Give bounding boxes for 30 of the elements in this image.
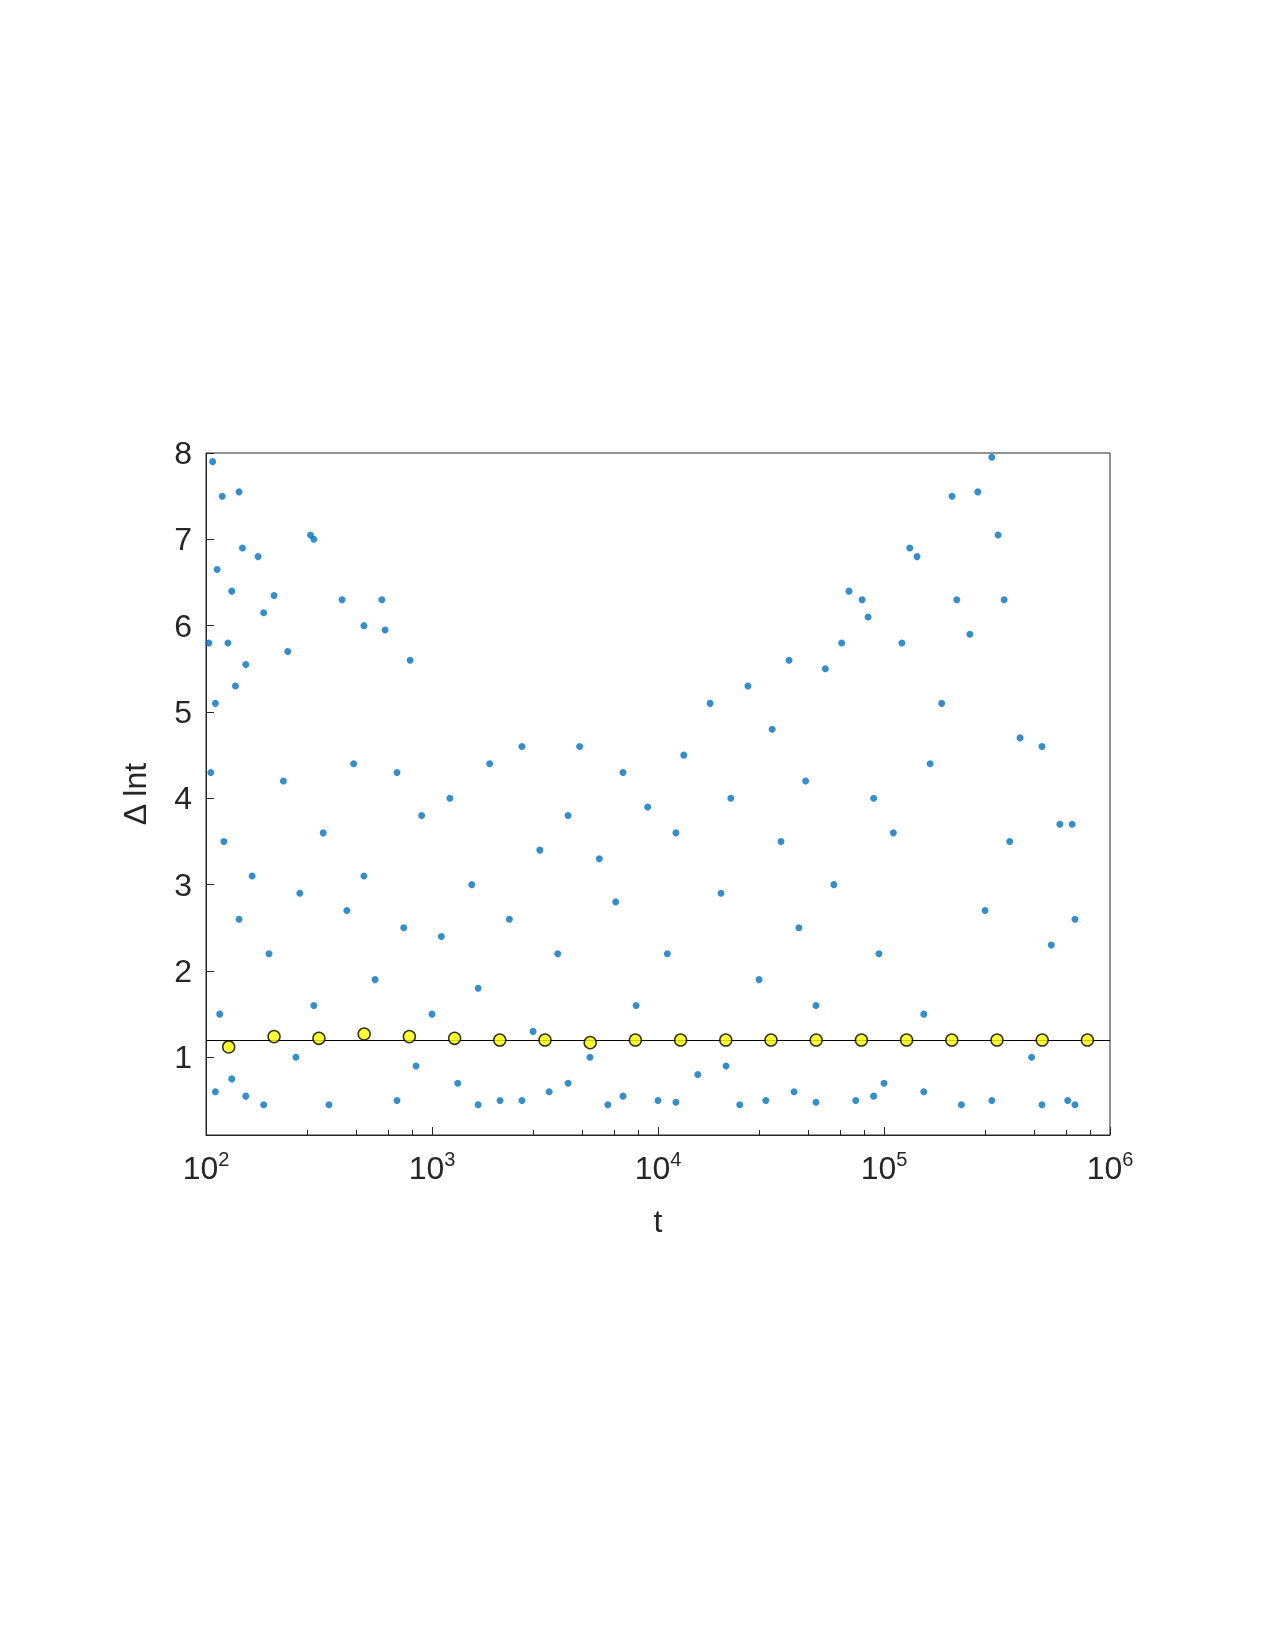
point bbox=[945, 1033, 959, 1047]
y-tick-label: 8 bbox=[174, 435, 192, 471]
point bbox=[583, 1035, 597, 1050]
point bbox=[402, 1029, 417, 1044]
x-axis-title: t bbox=[653, 1203, 663, 1239]
y-tick-label: 7 bbox=[174, 521, 192, 558]
y-tick-label: 3 bbox=[174, 866, 192, 903]
point bbox=[990, 1033, 1004, 1047]
point bbox=[809, 1033, 823, 1047]
point bbox=[312, 1031, 326, 1046]
point bbox=[628, 1033, 643, 1047]
point bbox=[493, 1033, 507, 1047]
point bbox=[1080, 1033, 1095, 1047]
y-tick-label: 5 bbox=[174, 693, 192, 730]
point bbox=[221, 1040, 236, 1054]
point bbox=[719, 1033, 733, 1047]
y-tick-label: 2 bbox=[174, 952, 192, 989]
y-axis-title: Δ lnt bbox=[117, 762, 153, 826]
y-tick-label: 1 bbox=[174, 1039, 192, 1076]
y-tick-label: 4 bbox=[174, 780, 192, 817]
point bbox=[447, 1031, 462, 1046]
point bbox=[1035, 1033, 1049, 1047]
point bbox=[764, 1033, 778, 1047]
point bbox=[854, 1033, 869, 1047]
point bbox=[673, 1033, 688, 1047]
point bbox=[538, 1033, 552, 1047]
point bbox=[267, 1029, 281, 1044]
point bbox=[357, 1027, 371, 1041]
point bbox=[899, 1033, 914, 1047]
y-tick-label: 6 bbox=[174, 607, 192, 644]
